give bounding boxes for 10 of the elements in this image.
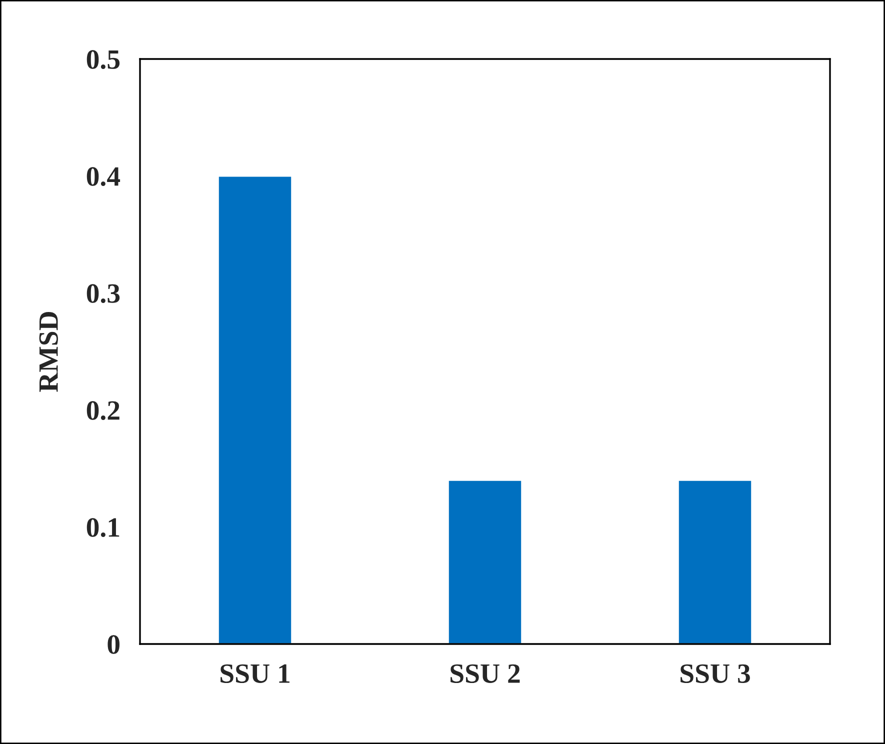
y-tick-label: 0.3 — [86, 284, 120, 304]
y-tick-label: 0.1 — [86, 518, 120, 538]
x-tick-label: SSU 1 — [220, 664, 290, 683]
x-tick-label: SSU 3 — [680, 664, 750, 683]
y-tick-label: 0.5 — [86, 50, 120, 70]
x-tick-label: SSU 2 — [450, 664, 520, 683]
y-axis-title: RMSD — [39, 312, 58, 392]
y-tick-label: 0 — [108, 635, 120, 654]
y-tick-label: 0.4 — [86, 167, 120, 186]
y-tick-label: 0.2 — [86, 401, 120, 420]
